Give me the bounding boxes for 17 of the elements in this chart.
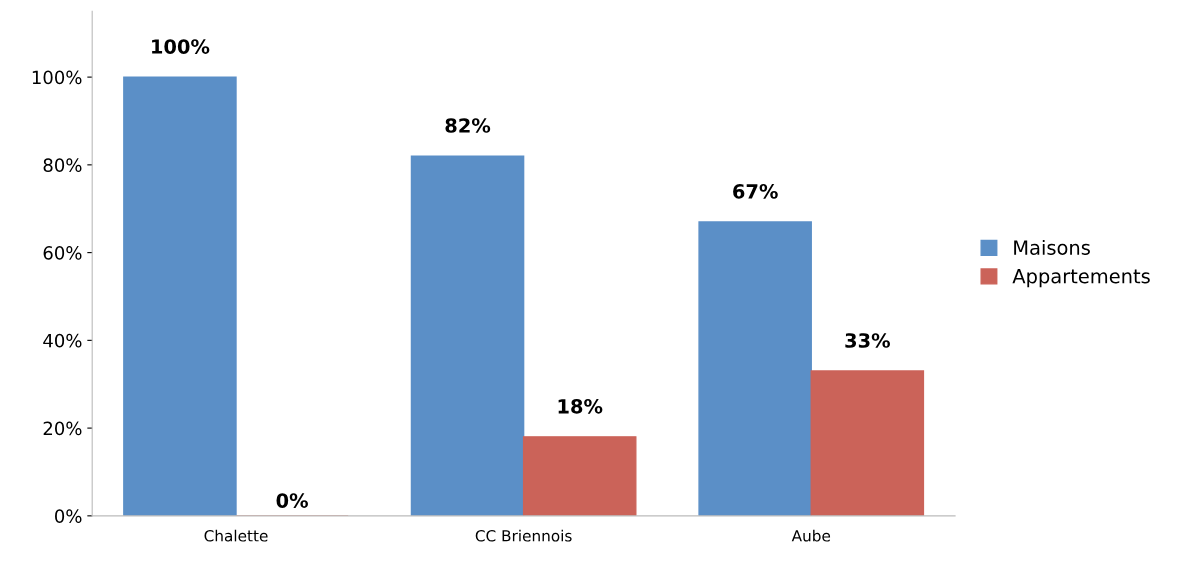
data-label: 100% (152, 39, 210, 54)
data-label: 0% (276, 493, 308, 508)
legend-label: Maisons (1014, 239, 1090, 255)
data-label: 82% (445, 118, 491, 133)
y-tick-label: 100% (32, 70, 82, 85)
data-label: 67% (733, 183, 778, 199)
y-tick-label: 20% (43, 421, 82, 436)
y-tick-label: 60% (43, 246, 82, 260)
legend-label: Appartements (1012, 269, 1150, 288)
data-label: 33% (845, 333, 890, 348)
y-tick-label: 0% (55, 509, 82, 523)
data-label: 18% (558, 398, 603, 414)
y-tick-label: 80% (43, 158, 82, 172)
y-tick-label: 40% (43, 333, 82, 348)
x-tick-label: Chalette (204, 529, 268, 542)
x-tick-label: Aube (791, 529, 831, 542)
x-tick-label: CC Briennois (475, 529, 572, 542)
